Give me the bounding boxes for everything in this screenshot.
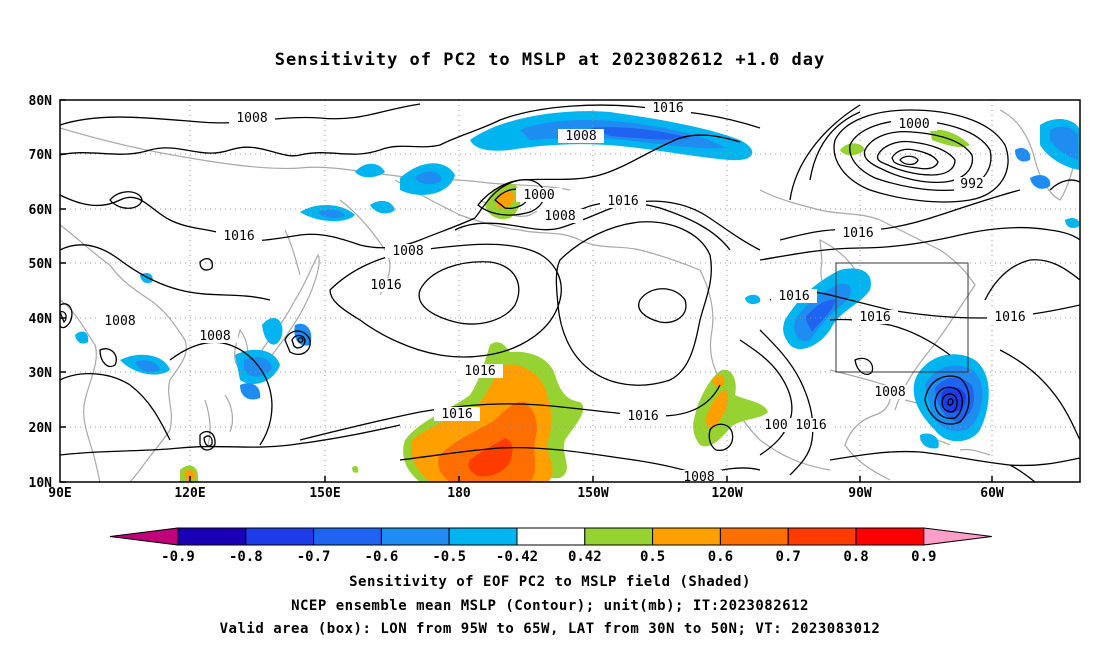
lon-label: 120E xyxy=(174,486,205,501)
contour-label: 1008 xyxy=(104,314,135,329)
lon-label: 150W xyxy=(577,486,608,501)
contour-label: 1016 xyxy=(223,229,254,244)
contour-label: 1016 xyxy=(859,310,890,325)
lat-label: 50N xyxy=(29,257,53,272)
colorbar-swatch xyxy=(313,527,382,546)
contour-label: 1016 xyxy=(370,278,401,293)
colorbar-label: -0.8 xyxy=(229,549,263,565)
colorbar-swatch xyxy=(652,527,721,546)
colorbar-label: 0.42 xyxy=(568,549,602,565)
contour-label: 1016 xyxy=(652,101,683,116)
lat-label: 10N xyxy=(29,476,53,491)
lon-label: 150E xyxy=(309,486,340,501)
colorbar-swatch xyxy=(177,527,247,546)
contour-label: 1008 xyxy=(392,244,423,259)
axis-ticks xyxy=(60,99,993,483)
contour-label: 1016 xyxy=(441,407,472,422)
colorbar-label: 0.9 xyxy=(911,549,936,565)
lon-label: 90W xyxy=(848,486,872,501)
lat-label: 30N xyxy=(29,366,53,381)
colorbar-label: -0.5 xyxy=(432,549,466,565)
colorbar-swatch xyxy=(855,527,925,546)
contour-label: 1016 xyxy=(778,289,809,304)
colorbar: -0.9 -0.8 -0.7 -0.6 -0.5 -0.42 0.42 0.5 0.6 0.7 0.… xyxy=(109,527,992,565)
colorbar-label: -0.9 xyxy=(161,549,195,565)
colorbar-label: 0.6 xyxy=(708,549,733,565)
contour-label: 1008 xyxy=(199,329,230,344)
lon-label: 180 xyxy=(447,486,471,501)
contour-label: 1000 xyxy=(898,117,929,132)
contour-label: 1008 xyxy=(565,129,596,144)
lon-label: 90E xyxy=(48,486,71,501)
colorbar-swatch xyxy=(584,527,654,546)
lon-label: 60W xyxy=(980,486,1004,501)
contour-label: 1016 xyxy=(607,194,638,209)
contour-label: 100 xyxy=(764,418,787,433)
lat-label: 80N xyxy=(29,94,53,109)
contour-label: 1008 xyxy=(683,470,714,485)
contour-label: 1016 xyxy=(795,418,826,433)
colorbar-swatch xyxy=(516,527,586,546)
lat-label: 70N xyxy=(29,148,53,163)
contour-label: 1008 xyxy=(874,385,905,400)
contour-labels: 1008 1016 1008 1000 1008 1016 1000 992 1… xyxy=(97,101,1033,485)
colorbar-swatch xyxy=(719,527,789,546)
colorbar-swatch xyxy=(380,527,450,546)
colorbar-label: 0.5 xyxy=(640,549,665,565)
longitude-labels: 90E 120E 150E 180 150W 120W 90W 60W xyxy=(48,486,1004,501)
contour-label: 1016 xyxy=(994,310,1025,325)
colorbar-swatch xyxy=(448,527,518,546)
lon-label: 120W xyxy=(711,486,742,501)
contour-label: 992 xyxy=(960,177,983,192)
contour-label: 1016 xyxy=(842,226,873,241)
contour-label: 1016 xyxy=(627,409,658,424)
map-frame xyxy=(59,99,1081,483)
colorbar-max-triangle xyxy=(923,527,992,546)
caption-line-1: Sensitivity of EOF PC2 to MSLP field (Sh… xyxy=(349,574,751,590)
caption-line-3: Valid area (box): LON from 95W to 65W, L… xyxy=(219,621,881,637)
caption-line-2: NCEP ensemble mean MSLP (Contour); unit(… xyxy=(291,598,809,614)
map-title: Sensitivity of PC2 to MSLP at 2023082612… xyxy=(274,50,826,70)
negative-sensitivity-shading xyxy=(75,111,1080,449)
contour-label: 1008 xyxy=(236,111,267,126)
contour-label: 1008 xyxy=(544,209,575,224)
lat-label: 60N xyxy=(29,203,53,218)
colorbar-swatch xyxy=(787,527,857,546)
colorbar-label: 0.7 xyxy=(776,549,801,565)
lat-label: 40N xyxy=(29,312,53,327)
contour-label: 1016 xyxy=(464,364,495,379)
contour-label: 1000 xyxy=(523,188,554,203)
colorbar-swatch xyxy=(245,527,315,546)
latitude-labels: 80N 70N 60N 50N 40N 30N 20N 10N xyxy=(29,94,53,491)
colorbar-label: -0.6 xyxy=(365,549,399,565)
colorbar-label: -0.7 xyxy=(297,549,331,565)
colorbar-label: -0.42 xyxy=(496,549,538,565)
lat-label: 20N xyxy=(29,421,53,436)
colorbar-label: 0.8 xyxy=(843,549,868,565)
valid-area-box xyxy=(835,262,969,373)
colorbar-min-triangle xyxy=(109,527,179,546)
